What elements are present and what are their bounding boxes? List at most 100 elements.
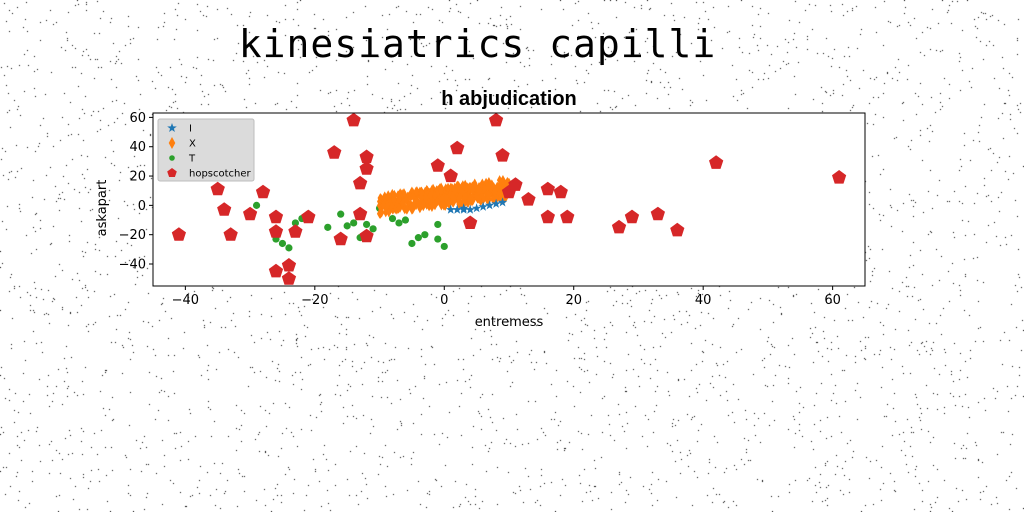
point-hopscotcher — [359, 161, 374, 175]
point-t — [343, 222, 351, 230]
point-t — [324, 223, 332, 231]
point-hopscotcher — [832, 170, 847, 184]
point-x — [422, 193, 429, 204]
point-hopscotcher — [353, 206, 368, 221]
point-hopscotcher — [223, 227, 238, 241]
y-tick-label: 0 — [138, 199, 146, 214]
point-hopscotcher — [450, 140, 465, 155]
point-t — [434, 235, 442, 243]
point-hopscotcher — [488, 113, 504, 127]
point-t — [414, 234, 422, 242]
series-t — [252, 201, 448, 252]
point-hopscotcher — [359, 228, 374, 243]
y-tick-label: 40 — [129, 140, 146, 155]
point-x — [403, 195, 410, 206]
point-hopscotcher — [463, 215, 478, 229]
point-t — [285, 244, 293, 252]
point-i — [452, 204, 462, 214]
point-x — [401, 188, 407, 199]
point-x — [504, 176, 511, 187]
point-hopscotcher — [171, 227, 186, 241]
point-x — [427, 190, 433, 201]
point-t — [369, 225, 377, 233]
point-t — [252, 201, 261, 209]
y-axis-label: askapart — [95, 180, 110, 237]
point-t — [337, 210, 345, 218]
point-hopscotcher — [243, 206, 258, 221]
x-tick-label: 0 — [440, 293, 448, 308]
point-hopscotcher — [255, 184, 271, 199]
legend-label-t: T — [188, 154, 196, 165]
point-hopscotcher — [268, 209, 284, 224]
point-hopscotcher — [281, 271, 297, 285]
y-tick-label: 60 — [129, 111, 146, 126]
legend-label-i: I — [189, 124, 192, 135]
y-tick-label: 20 — [129, 170, 146, 185]
point-hopscotcher — [560, 209, 575, 224]
point-hopscotcher — [333, 231, 348, 246]
point-x — [380, 200, 387, 211]
axes-frame — [152, 112, 866, 287]
x-tick-label: 60 — [824, 293, 841, 308]
point-hopscotcher — [217, 202, 232, 216]
point-hopscotcher — [353, 175, 368, 190]
point-i — [458, 203, 469, 213]
point-t — [440, 242, 448, 251]
point-hopscotcher — [650, 206, 665, 221]
point-hopscotcher — [611, 219, 627, 234]
point-x — [446, 197, 452, 208]
point-hopscotcher — [553, 184, 568, 199]
point-x — [391, 195, 397, 206]
point-i — [497, 197, 508, 207]
point-x — [476, 185, 483, 196]
point-x — [462, 191, 469, 202]
point-x — [437, 184, 444, 195]
legend-marker-x — [168, 137, 176, 149]
point-x — [481, 183, 488, 194]
x-tick-label: −20 — [301, 293, 328, 308]
point-i — [446, 204, 456, 214]
point-x — [377, 192, 384, 203]
point-hopscotcher — [288, 224, 303, 238]
point-hopscotcher — [346, 113, 361, 127]
point-t — [278, 239, 287, 248]
point-x — [413, 186, 419, 197]
point-hopscotcher — [359, 149, 374, 164]
point-x — [396, 194, 402, 205]
point-i — [465, 204, 475, 214]
y-tick-label: −20 — [119, 228, 146, 243]
chart-title: h abjudication — [441, 88, 577, 110]
point-t — [363, 220, 371, 229]
point-x — [377, 207, 384, 218]
point-hopscotcher — [281, 258, 297, 272]
point-x — [396, 203, 402, 214]
point-hopscotcher — [540, 209, 555, 224]
point-t — [401, 216, 410, 224]
point-x — [404, 204, 410, 215]
legend-label-x: X — [189, 139, 196, 150]
point-hopscotcher — [443, 168, 458, 183]
point-hopscotcher — [521, 192, 536, 206]
point-x — [408, 202, 414, 213]
point-x — [438, 200, 445, 211]
point-hopscotcher — [624, 209, 640, 224]
x-axis: −40 −20 0 20 40 60 — [172, 286, 841, 308]
point-x — [418, 192, 424, 203]
point-hopscotcher — [268, 224, 284, 238]
legend-marker-i — [167, 123, 177, 132]
series-x — [376, 174, 512, 219]
point-x — [449, 191, 456, 202]
point-t — [434, 220, 442, 229]
legend-box — [157, 118, 255, 182]
legend-label-hopscotcher: hopscotcher — [189, 169, 252, 180]
series-hopscotcher — [171, 113, 847, 285]
point-hopscotcher — [508, 177, 523, 191]
x-axis-label: entremess — [475, 315, 544, 330]
point-x — [382, 192, 388, 203]
y-tick-label: −40 — [119, 258, 146, 273]
point-x — [391, 189, 398, 200]
point-x — [445, 182, 451, 193]
point-t — [408, 239, 416, 248]
figure-suptitle: kinesiatrics capilli — [238, 22, 717, 66]
